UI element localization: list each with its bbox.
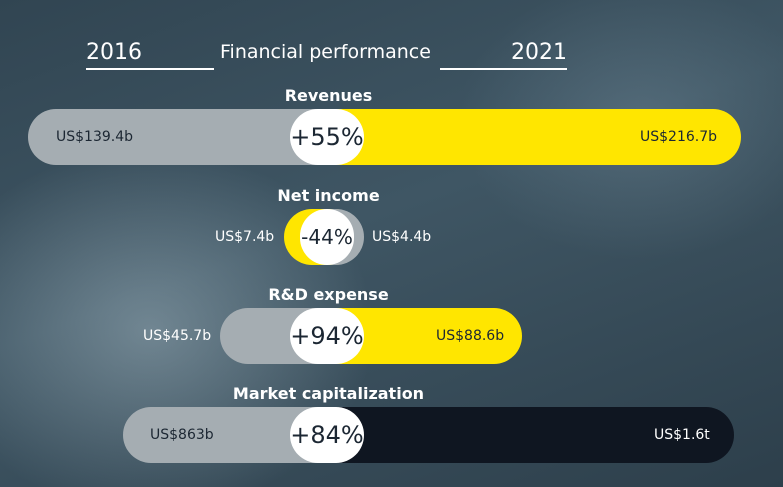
year-2016-label: 2016 — [86, 40, 214, 70]
metric-label-revenues: Revenues — [284, 86, 373, 105]
bar-revenues-2021 — [328, 109, 741, 165]
value-label-net-income-2016: US$7.4b — [215, 229, 275, 245]
change-pill-revenues: +55% — [290, 109, 364, 165]
bar-revenues-2016 — [28, 109, 328, 165]
metric-label-rd-expense: R&D expense — [268, 285, 389, 304]
page-title: Financial performance — [220, 41, 431, 63]
change-pill-net-income: -44% — [300, 209, 354, 265]
value-label-rd-expense-2021: US$88.6b — [436, 328, 505, 344]
year-2021-label: 2021 — [440, 40, 567, 70]
value-label-rd-expense-2016: US$45.7b — [143, 328, 212, 344]
value-label-market-cap-2021: US$1.6t — [654, 427, 710, 443]
metric-label-market-cap: Market capitalization — [232, 384, 425, 403]
value-label-net-income-2021: US$4.4b — [372, 229, 432, 245]
change-pill-market-cap: +84% — [290, 407, 364, 463]
metric-label-net-income: Net income — [277, 186, 380, 205]
bar-market-cap-2021 — [328, 407, 734, 463]
value-label-revenues-2016: US$139.4b — [56, 129, 134, 145]
value-label-revenues-2021: US$216.7b — [640, 129, 718, 145]
change-pill-rd-expense: +94% — [290, 308, 364, 364]
value-label-market-cap-2016: US$863b — [150, 427, 214, 443]
